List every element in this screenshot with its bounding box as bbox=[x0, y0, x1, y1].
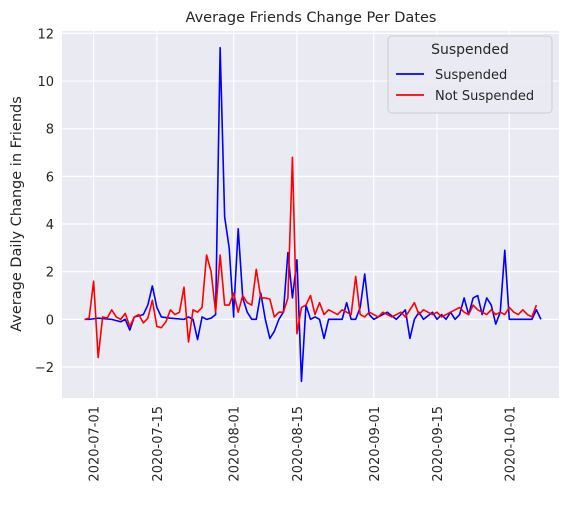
x-tick-label: 2020-08-15 bbox=[291, 406, 306, 482]
y-tick-label: −2 bbox=[35, 361, 54, 376]
y-tick-label: 6 bbox=[46, 170, 54, 185]
x-tick-label: 2020-07-15 bbox=[151, 406, 166, 482]
y-tick-label: 0 bbox=[46, 313, 54, 328]
x-tick-label: 2020-09-15 bbox=[431, 406, 446, 482]
legend-box bbox=[387, 35, 553, 114]
legend-title: Suspended bbox=[431, 42, 509, 58]
series-line-not-suspended bbox=[84, 156, 538, 359]
y-tick-label: 12 bbox=[37, 27, 54, 42]
chart-title: Average Friends Change Per Dates bbox=[186, 10, 437, 26]
x-tick-label: 2020-07-01 bbox=[88, 406, 103, 482]
legend: Suspended Suspended Not Suspended bbox=[387, 35, 553, 114]
x-axis-ticks: 2020-07-01 2020-07-15 2020-08-01 2020-08-15… bbox=[88, 406, 519, 482]
x-tick-label: 2020-09-01 bbox=[368, 406, 383, 482]
x-tick-label: 2020-08-01 bbox=[228, 406, 243, 482]
series-lines bbox=[84, 46, 542, 383]
x-tick-label: 2020-10-01 bbox=[503, 406, 518, 482]
y-tick-label: 8 bbox=[46, 123, 54, 138]
legend-items: Suspended Not Suspended bbox=[396, 68, 534, 104]
legend-label: Suspended bbox=[435, 68, 507, 83]
y-tick-label: 4 bbox=[46, 218, 54, 233]
y-tick-label: 10 bbox=[37, 75, 54, 90]
legend-label: Not Suspended bbox=[435, 89, 534, 104]
y-axis-label: Average Daily Change in Friends bbox=[9, 96, 25, 332]
y-tick-label: 2 bbox=[46, 266, 54, 281]
series-line-suspended bbox=[84, 46, 542, 383]
y-axis-ticks: −2 0 2 4 6 8 10 12 bbox=[35, 27, 54, 376]
